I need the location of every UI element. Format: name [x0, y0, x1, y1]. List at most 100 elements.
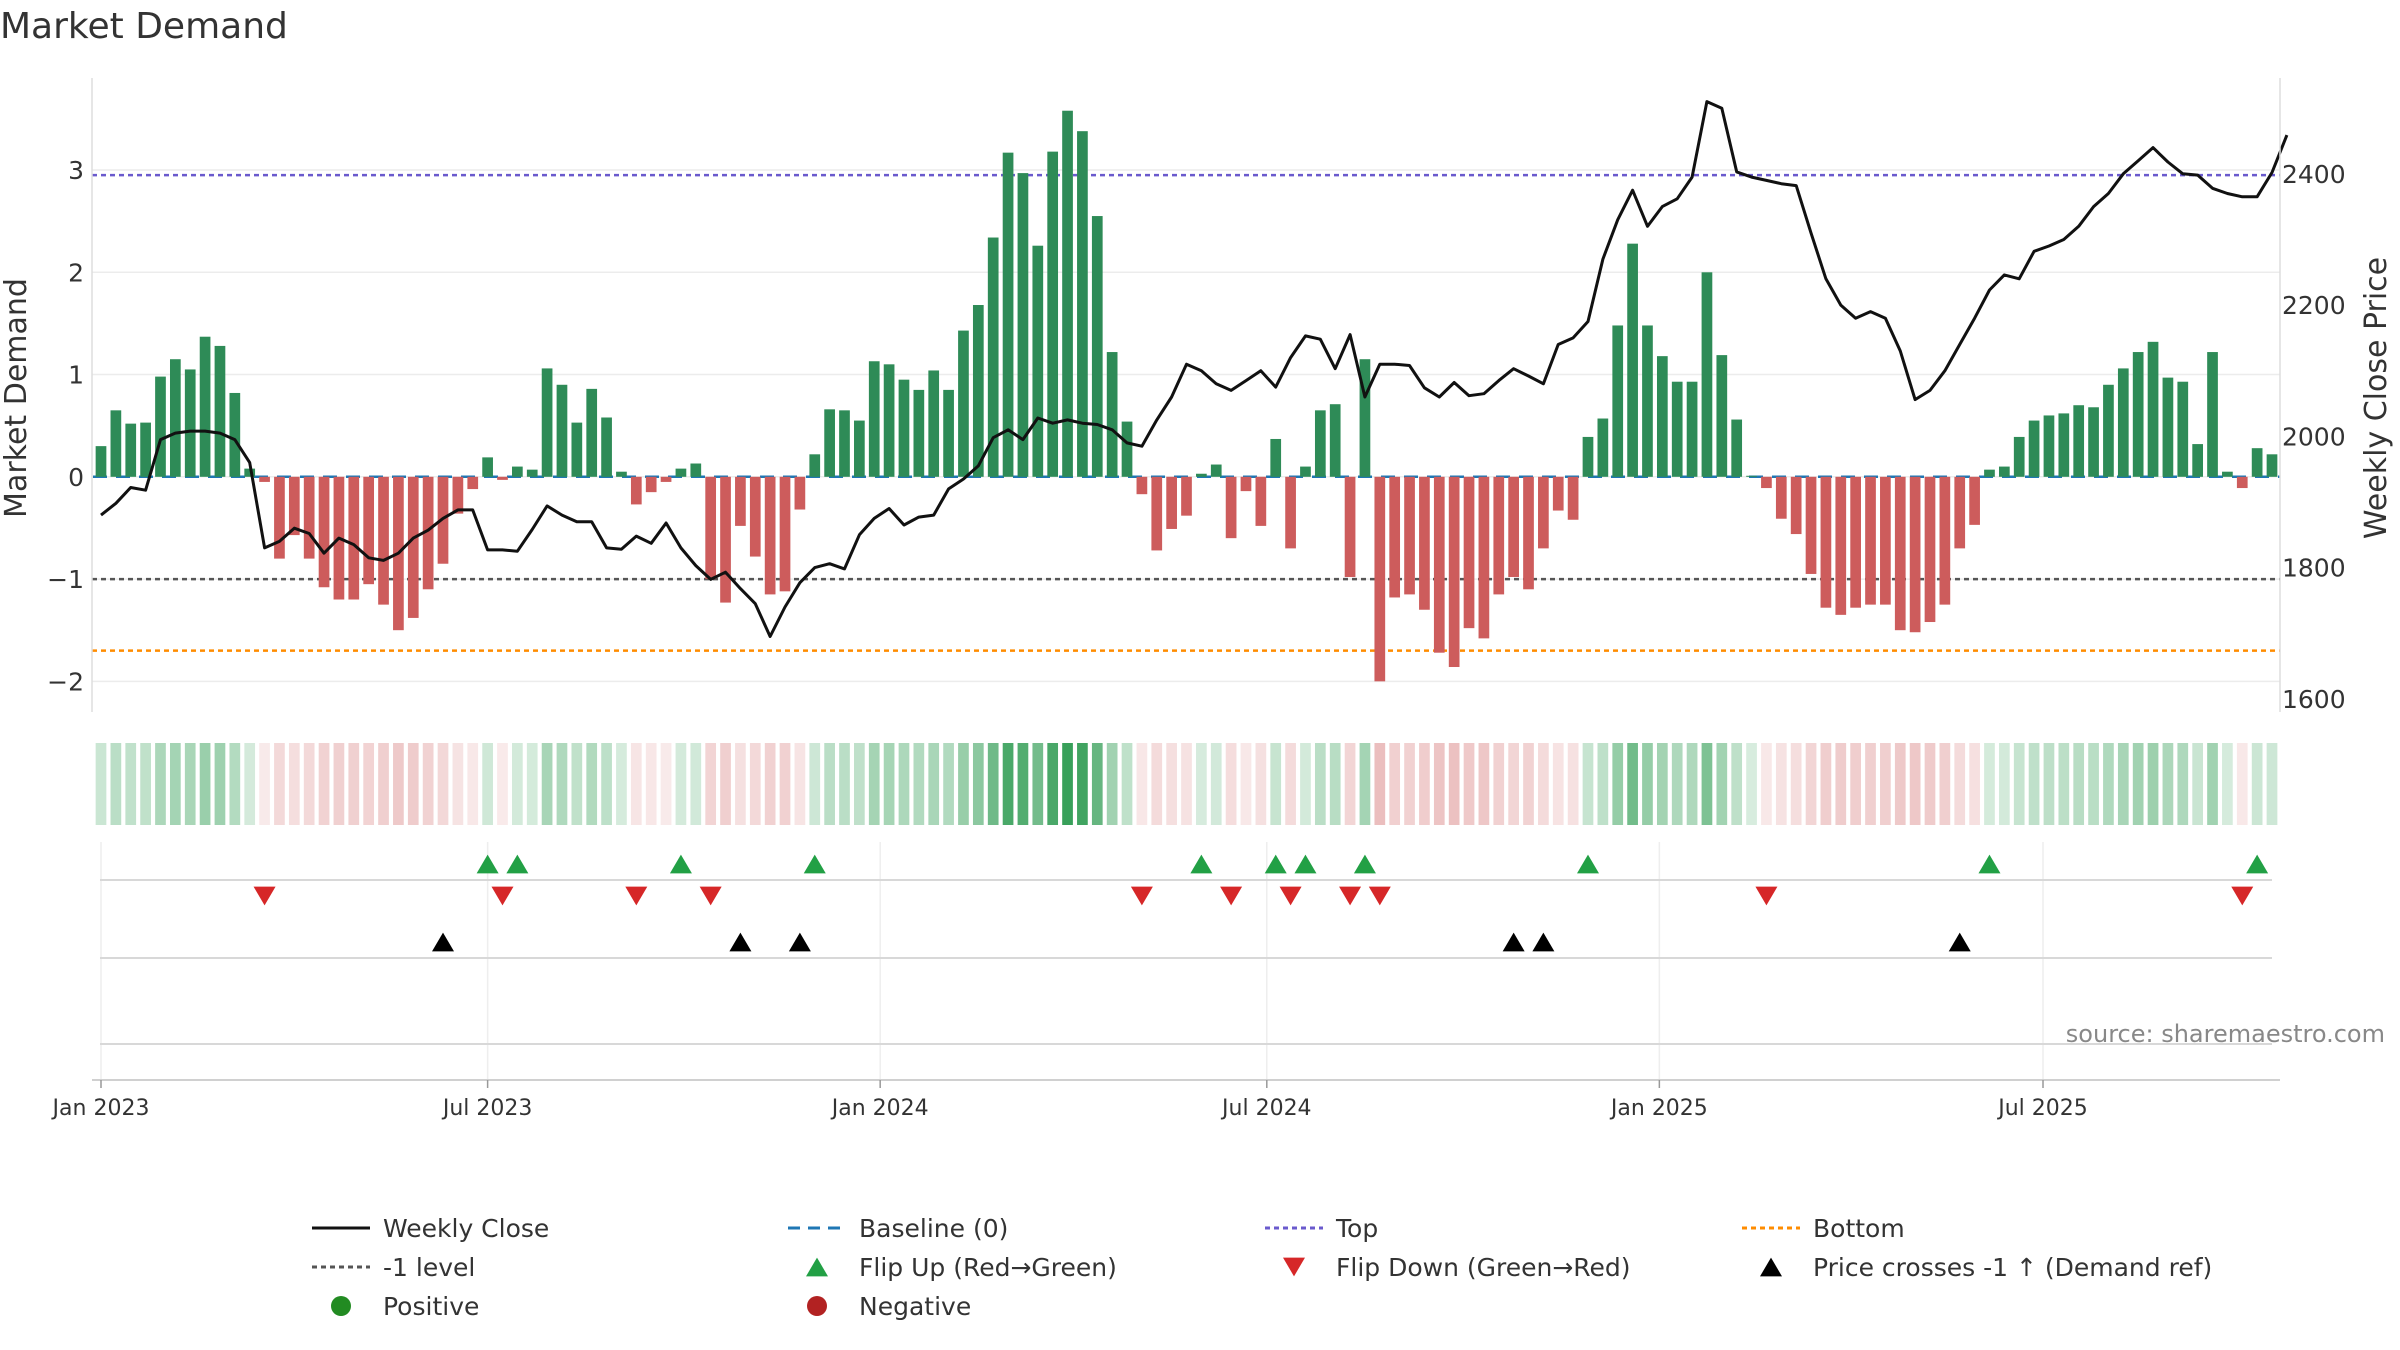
- heat-cell-positive: [1300, 743, 1311, 825]
- heat-cell-positive: [169, 743, 181, 825]
- heat-cell-negative: [467, 743, 479, 825]
- negative-demand-bar: [274, 476, 285, 559]
- heat-cell-positive: [616, 743, 627, 825]
- flip-down-marker: [1279, 886, 1302, 906]
- positive-demand-bar: [125, 423, 137, 477]
- heat-cell-positive: [541, 743, 553, 825]
- negative-demand-bar: [705, 476, 717, 580]
- negative-demand-bar: [1805, 476, 1817, 574]
- positive-demand-bar: [1329, 404, 1341, 477]
- negative-demand-bar: [779, 476, 791, 592]
- heat-cell-positive: [2103, 743, 2114, 825]
- heat-cell-negative: [318, 743, 330, 825]
- heat-cell-negative: [660, 743, 672, 825]
- negative-demand-bar: [422, 476, 434, 590]
- negative-demand-bar: [1404, 476, 1415, 595]
- negative-demand-bar: [378, 476, 389, 605]
- positive-demand-bar: [675, 468, 687, 477]
- positive-demand-bar: [1642, 325, 1653, 477]
- negative-demand-bar: [1433, 476, 1445, 653]
- positive-demand-bar: [482, 457, 493, 477]
- heat-cell-negative: [1136, 743, 1148, 825]
- negative-demand-bar: [348, 476, 360, 600]
- heat-cell-positive: [2162, 743, 2174, 825]
- heat-cell-negative: [1448, 743, 1460, 825]
- price-cross-marker: [788, 932, 811, 952]
- negative-demand-bar: [452, 476, 464, 514]
- negative-demand-bar: [660, 476, 672, 482]
- negative-demand-bar: [363, 476, 375, 585]
- heat-cell-negative: [1880, 743, 1891, 825]
- negative-demand-bar: [318, 476, 330, 588]
- positive-demand-bar: [809, 454, 821, 477]
- y-tick-left-label: −1: [47, 565, 84, 594]
- y-tick-left-label: 0: [68, 463, 84, 492]
- heat-cell-negative: [1924, 743, 1936, 825]
- heat-cell-positive: [868, 743, 880, 825]
- negative-demand-bar: [1552, 476, 1564, 511]
- heat-cell-positive: [854, 743, 865, 825]
- positive-demand-bar: [928, 370, 940, 477]
- heat-cell-negative: [1419, 743, 1430, 825]
- heat-cell-negative: [378, 743, 389, 825]
- negative-demand-bar: [630, 476, 642, 505]
- flip-up-marker: [1190, 854, 1213, 874]
- price-cross-marker: [1502, 932, 1525, 952]
- negative-demand-bar: [1389, 476, 1401, 598]
- heat-cell-negative: [1909, 743, 1921, 825]
- legend: Weekly Close Baseline (0) Top Bottom -1 leve…: [312, 1214, 2212, 1321]
- heat-cell-positive: [1731, 743, 1743, 825]
- flip-down-marker: [1220, 886, 1243, 906]
- heat-cell-positive: [1270, 743, 1282, 825]
- flip-down-marker: [253, 886, 276, 906]
- heat-cell-negative: [1151, 743, 1163, 825]
- positive-demand-bar: [2013, 436, 2025, 477]
- negative-demand-bar: [1790, 476, 1802, 535]
- heat-cell-negative: [1865, 743, 1876, 825]
- negative-demand-bar: [1969, 476, 1980, 525]
- x-tick-label: Jan 2025: [1609, 1096, 1708, 1121]
- heat-cell-positive: [1701, 743, 1713, 825]
- heat-cell-positive: [1984, 743, 1995, 825]
- heat-cell-negative: [1820, 743, 1832, 825]
- heat-cell-positive: [1329, 743, 1341, 825]
- positive-demand-bar: [2088, 407, 2099, 477]
- y-tick-right-label: 1800: [2282, 554, 2346, 583]
- heat-cell-positive: [958, 743, 969, 825]
- heat-cell-positive: [571, 743, 583, 825]
- flip-up-marker: [506, 854, 529, 874]
- heat-cell-negative: [764, 743, 776, 825]
- heat-cell-positive: [2192, 743, 2204, 825]
- heat-cell-positive: [2043, 743, 2055, 825]
- heat-cell-positive: [898, 743, 910, 825]
- heat-cell-positive: [2266, 743, 2278, 825]
- heat-cell-positive: [675, 743, 687, 825]
- heat-cell-positive: [824, 743, 835, 825]
- flip-up-marker: [803, 854, 826, 874]
- heat-cell-negative: [422, 743, 434, 825]
- heat-cell-negative: [705, 743, 717, 825]
- positive-demand-bar: [95, 446, 107, 477]
- heat-cell-positive: [1047, 743, 1059, 825]
- flip-up-marker: [669, 854, 692, 874]
- positive-demand-bar: [2058, 413, 2070, 477]
- negative-demand-bar: [1939, 476, 1951, 605]
- positive-demand-bar: [2028, 420, 2040, 477]
- x-axis: Jan 2023 Jul 2023 Jan 2024 Jul 2024 Jan 2025…: [51, 1080, 2088, 1121]
- heat-cell-negative: [2236, 743, 2248, 825]
- legend-dot-swatch: [331, 1296, 351, 1316]
- heat-cell-negative: [1894, 743, 1906, 825]
- negative-demand-bar: [2236, 476, 2248, 489]
- heat-cell-positive: [586, 743, 598, 825]
- positive-demand-bar: [913, 389, 925, 477]
- positive-demand-bar: [214, 345, 226, 477]
- heat-cell-negative: [407, 743, 419, 825]
- heat-cell-positive: [2117, 743, 2129, 825]
- heat-cell-positive: [1077, 743, 1088, 825]
- negative-demand-bar: [1225, 476, 1237, 539]
- axes: 3 2 1 0 −1 −2 2400 2200 2000 1800 1600: [47, 78, 2346, 714]
- positive-demand-bar: [586, 388, 598, 477]
- positive-demand-bar: [854, 420, 865, 477]
- positive-demand-bar: [1671, 381, 1683, 477]
- negative-demand-bar: [1181, 476, 1192, 516]
